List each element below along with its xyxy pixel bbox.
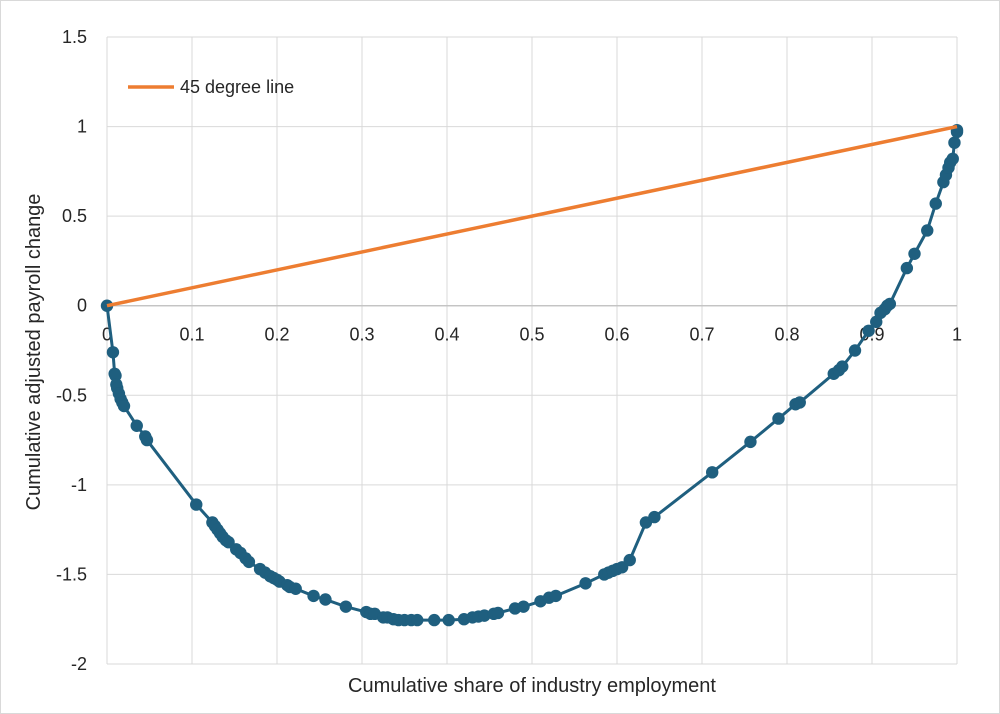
series-curve-point (772, 412, 785, 425)
series-curve-point (190, 498, 203, 511)
y-tick-label: -1 (71, 475, 87, 495)
gridlines (106, 36, 958, 665)
series-curve-point (706, 466, 719, 479)
y-tick-labels: 1.5 1 0.5 0 -0.5 -1 -1.5 -2 (56, 27, 87, 674)
y-tick-label: -0.5 (56, 385, 87, 405)
series-curve-point (289, 582, 302, 595)
y-tick-label: -1.5 (56, 564, 87, 584)
series-curve-point (319, 593, 332, 606)
legend-label: 45 degree line (180, 77, 294, 97)
x-tick-label: 0.2 (264, 325, 289, 345)
series-curve-point (862, 324, 875, 337)
series-curve-point (307, 589, 320, 603)
y-tick-label: 0 (77, 296, 87, 316)
series-curve-point (442, 613, 455, 627)
series-curve-point (478, 609, 491, 622)
x-axis-title: Cumulative share of industry employment (348, 675, 716, 697)
x-tick-label: 0.6 (604, 325, 629, 345)
series-curve-point (517, 600, 530, 613)
series-curve-point (848, 344, 862, 357)
series-curve-point (579, 577, 592, 590)
series-curve-point (242, 555, 256, 569)
series-curve-point (929, 197, 942, 210)
series-curve-point (900, 261, 914, 275)
x-tick-labels: 00.10.20.30.40.50.60.70.80.91 (102, 325, 962, 345)
x-tick-label: 0.1 (179, 325, 204, 345)
series-45-degree-line (106, 124, 958, 308)
series-curve-point (117, 399, 131, 413)
series-curve-point (908, 247, 921, 260)
x-tick-label: 0 (102, 325, 112, 345)
series-curve-point (549, 589, 562, 603)
y-axis-title: Cumulative adjusted payroll change (23, 194, 45, 511)
series-curve-point (744, 435, 757, 449)
series-curve-point (648, 510, 661, 524)
series-curve-point (623, 553, 636, 567)
series-curve-point (140, 433, 154, 447)
y-tick-label: 1.5 (62, 27, 87, 47)
legend: 45 degree line (128, 77, 294, 97)
series-curve-point (836, 360, 849, 373)
x-tick-label: 0.3 (349, 325, 374, 345)
x-tick-label: 0.7 (689, 325, 714, 345)
series-layer (100, 123, 964, 627)
series-curve-point (428, 613, 441, 627)
x-tick-label: 0.5 (519, 325, 544, 345)
x-tick-label: 0.8 (774, 325, 799, 345)
series-curve-point (491, 606, 505, 620)
series-curve-point (106, 346, 120, 359)
series-curve-point (793, 396, 806, 409)
series-curve-point (130, 419, 143, 432)
y-tick-label: 1 (77, 117, 87, 137)
series-curve-point (946, 152, 959, 166)
series-curve-point (921, 224, 934, 237)
series-curve-point (948, 136, 961, 149)
x-tick-label: 0.4 (434, 325, 459, 345)
x-tick-label: 1 (952, 325, 962, 345)
y-tick-label: -2 (71, 654, 87, 674)
y-tick-label: 0.5 (62, 206, 87, 226)
series-curve-point (339, 600, 353, 613)
series-curve-point (411, 613, 424, 627)
series-curve-point (883, 297, 897, 311)
series-curve-point (109, 369, 122, 382)
